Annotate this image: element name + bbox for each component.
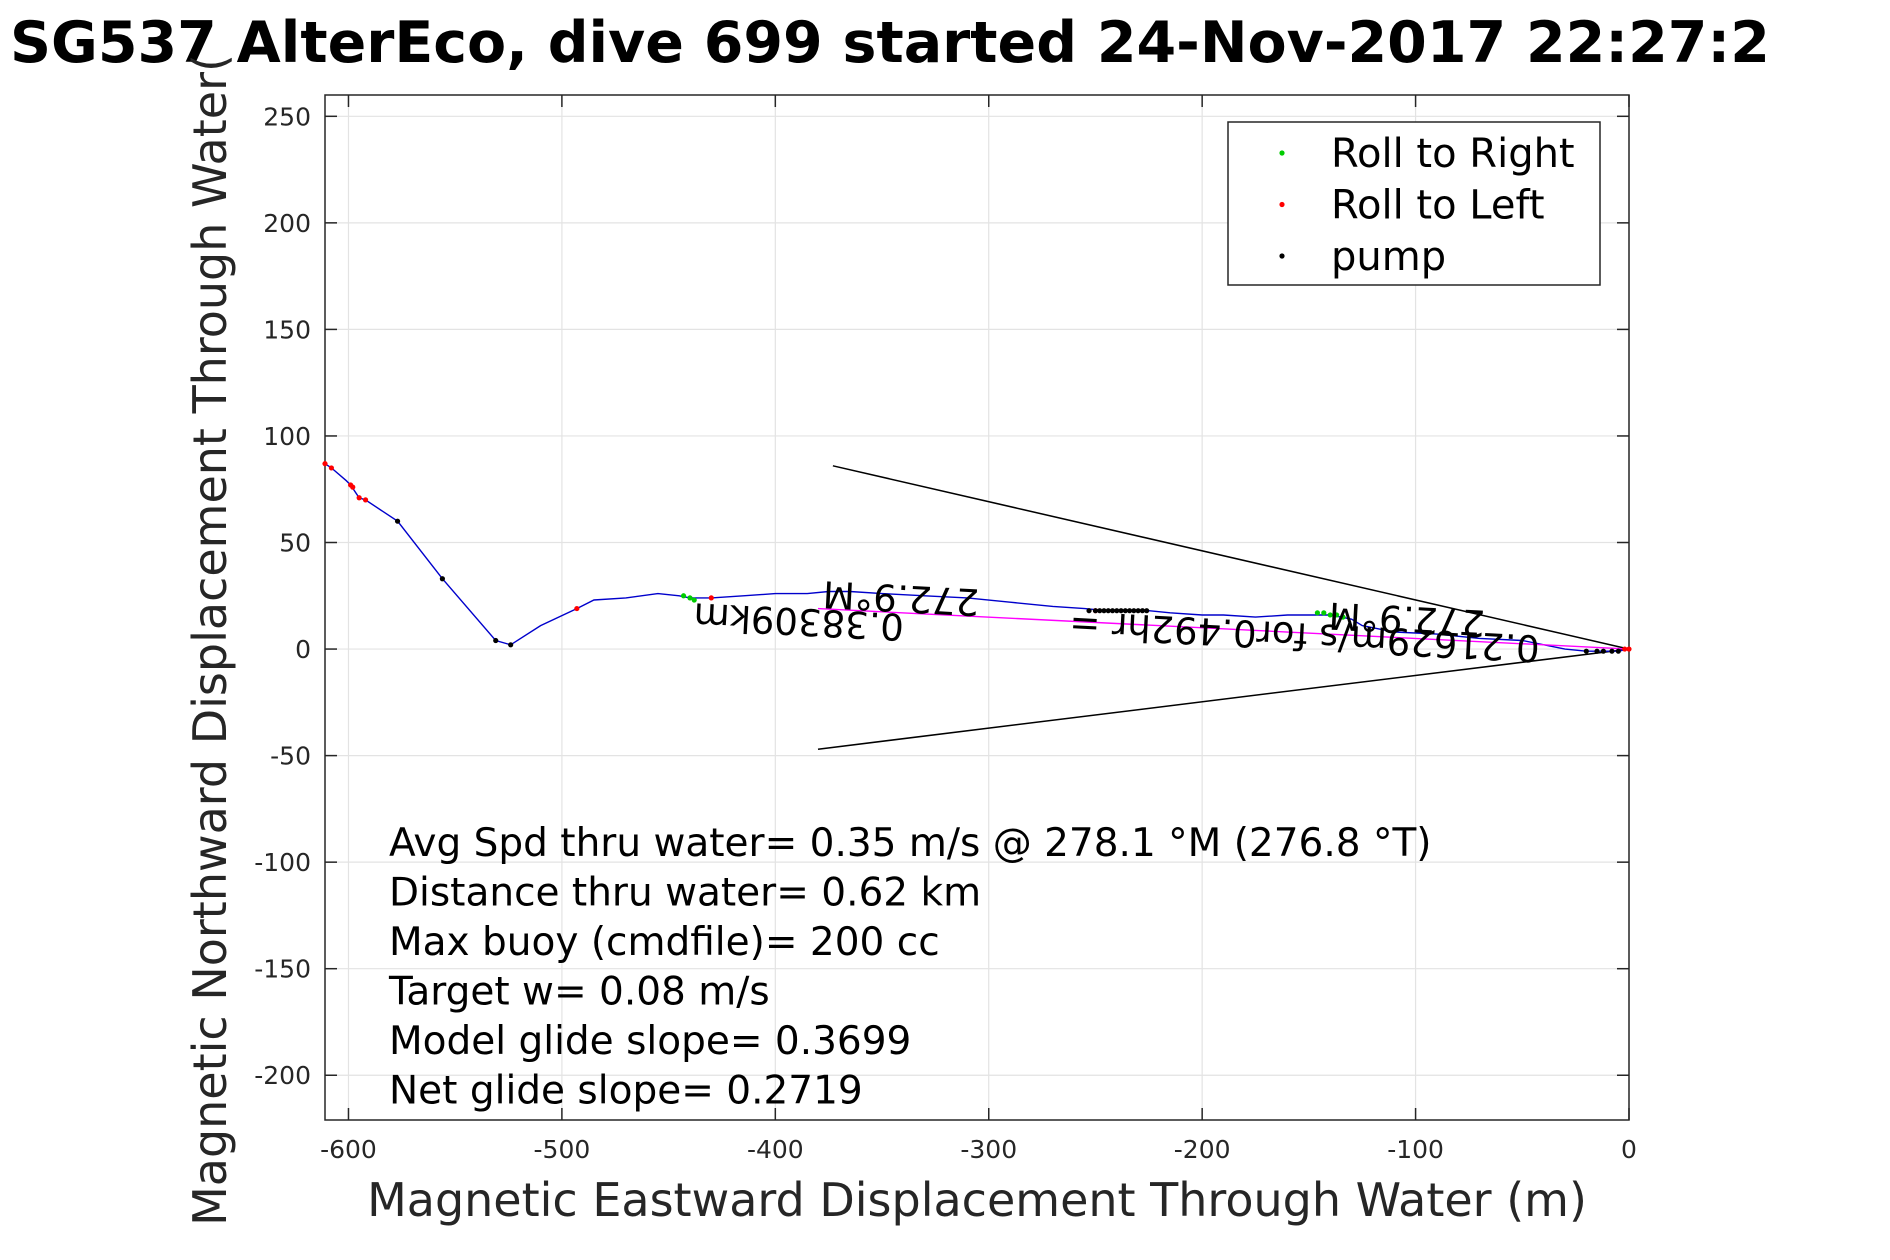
bearing-path: [817, 607, 1630, 650]
legend-label-roll-to-left: Roll to Left: [1331, 183, 1545, 229]
pump-point: [1135, 608, 1141, 614]
plot-area: [324, 94, 1630, 1121]
rotated-annotation: 272.9°M: [822, 572, 980, 623]
x-tick-label: 0: [1621, 1135, 1637, 1164]
pump-point: [1086, 608, 1092, 614]
pump-point: [1126, 608, 1133, 614]
x-tick-label: -100: [1387, 1135, 1444, 1164]
roll-to-left-point: [356, 495, 362, 501]
roll-to-right-point: [691, 597, 697, 603]
y-tick-label: 150: [263, 315, 311, 344]
x-tick-label: -200: [1174, 1135, 1231, 1164]
x-tick-label: -300: [960, 1135, 1017, 1164]
pump-point: [1114, 608, 1120, 614]
roll-to-left-point: [350, 484, 356, 490]
pump-point: [508, 642, 514, 648]
legend-label-pump: pump: [1331, 234, 1446, 280]
wedge-line: [832, 465, 1630, 650]
y-axis-label: Magnetic Northward Displacement Through …: [183, 54, 237, 1226]
roll-to-left-point: [574, 605, 580, 612]
pump-point: [1131, 608, 1137, 614]
pump-point: [1600, 648, 1606, 654]
roll-to-left-point: [322, 461, 328, 467]
pump-point: [1583, 648, 1589, 654]
y-tick-label: -150: [254, 955, 311, 984]
track-path: [324, 463, 1630, 652]
x-axis-label: Magnetic Eastward Displacement Through W…: [367, 1173, 1587, 1227]
y-tick-labels: -200 -150 -100 -50 0 50 100 150 200 250: [254, 102, 311, 1090]
roll-to-left-point: [1626, 646, 1632, 652]
roll-to-right-point: [1314, 610, 1321, 616]
y-tick-label: 200: [263, 209, 311, 238]
wedge-lines: [817, 465, 1630, 750]
rotated-annotations: 272.9°M0.38309km 0.21629m/s for0.492hr =2…: [692, 572, 1540, 670]
pump-point: [1122, 608, 1128, 614]
y-tick-label: 100: [263, 422, 311, 451]
legend: Roll to Right Roll to Left pump: [1227, 121, 1601, 286]
pump-point: [1615, 648, 1621, 654]
stats-annotation: Target w= 0.08 m/s: [388, 970, 770, 1015]
roll-to-right-point: [1334, 612, 1340, 618]
x-tick-labels: -600 -500 -400 -300 -200 -100 0: [320, 1135, 1637, 1164]
pump-point: [1144, 608, 1150, 614]
pump-point: [1092, 608, 1099, 614]
pump-point: [1118, 608, 1124, 614]
pump-point: [1105, 608, 1111, 614]
data-points: [322, 461, 1632, 654]
pump-point: [439, 576, 445, 582]
roll-to-right-point: [687, 595, 693, 601]
stats-annotation: Avg Spd thru water= 0.35 m/s @ 278.1 °M …: [389, 821, 1432, 866]
roll-to-left-point: [328, 465, 335, 471]
pump-point: [493, 637, 499, 644]
legend-box: [1227, 121, 1601, 286]
y-tick-label: 250: [263, 102, 311, 131]
roll-to-right-point: [680, 593, 687, 599]
legend-marker-roll-to-right: [1279, 150, 1285, 156]
x-tick-label: -400: [747, 1135, 804, 1164]
pump-point: [1097, 608, 1103, 614]
y-tick-label: 50: [279, 529, 311, 558]
pump-point: [1101, 608, 1107, 614]
rotated-annotation: 272.9°M: [1328, 594, 1486, 645]
pump-point: [1594, 648, 1600, 654]
y-tick-label: -100: [254, 848, 311, 877]
stats-annotation: Net glide slope= 0.2719: [389, 1069, 863, 1114]
wedge-line: [817, 648, 1630, 750]
pump-point: [394, 518, 401, 524]
pump-point: [1609, 648, 1615, 654]
roll-to-left-point: [362, 497, 369, 503]
ticks: [325, 95, 1630, 1120]
legend-label-roll-to-right: Roll to Right: [1331, 131, 1575, 177]
stats-annotation: Max buoy (cmdfile)= 200 cc: [389, 920, 940, 965]
roll-to-right-point: [1321, 610, 1327, 616]
x-tick-label: -500: [534, 1135, 591, 1164]
roll-to-right-point: [1327, 612, 1333, 618]
legend-marker-pump: [1279, 253, 1285, 259]
track-line: [324, 463, 1630, 652]
pump-point: [1109, 608, 1116, 614]
stats-annotations: Avg Spd thru water= 0.35 m/s @ 278.1 °M …: [388, 821, 1432, 1114]
legend-marker-roll-to-left: [1279, 201, 1285, 208]
chart-title: SG537 AlterEco, dive 699 started 24-Nov-…: [10, 10, 1770, 76]
roll-to-right-point: [1340, 614, 1346, 620]
y-tick-label: -50: [270, 742, 311, 771]
pump-point: [1139, 608, 1146, 614]
stats-annotation: Model glide slope= 0.3699: [389, 1019, 911, 1064]
roll-to-left-point: [708, 595, 714, 601]
bearing-line: [817, 607, 1630, 650]
roll-to-left-point: [1622, 646, 1628, 652]
y-tick-label: -200: [254, 1061, 311, 1090]
stats-annotation: Distance thru water= 0.62 km: [389, 871, 981, 916]
x-tick-label: -600: [320, 1135, 377, 1164]
y-tick-label: 0: [295, 635, 311, 664]
